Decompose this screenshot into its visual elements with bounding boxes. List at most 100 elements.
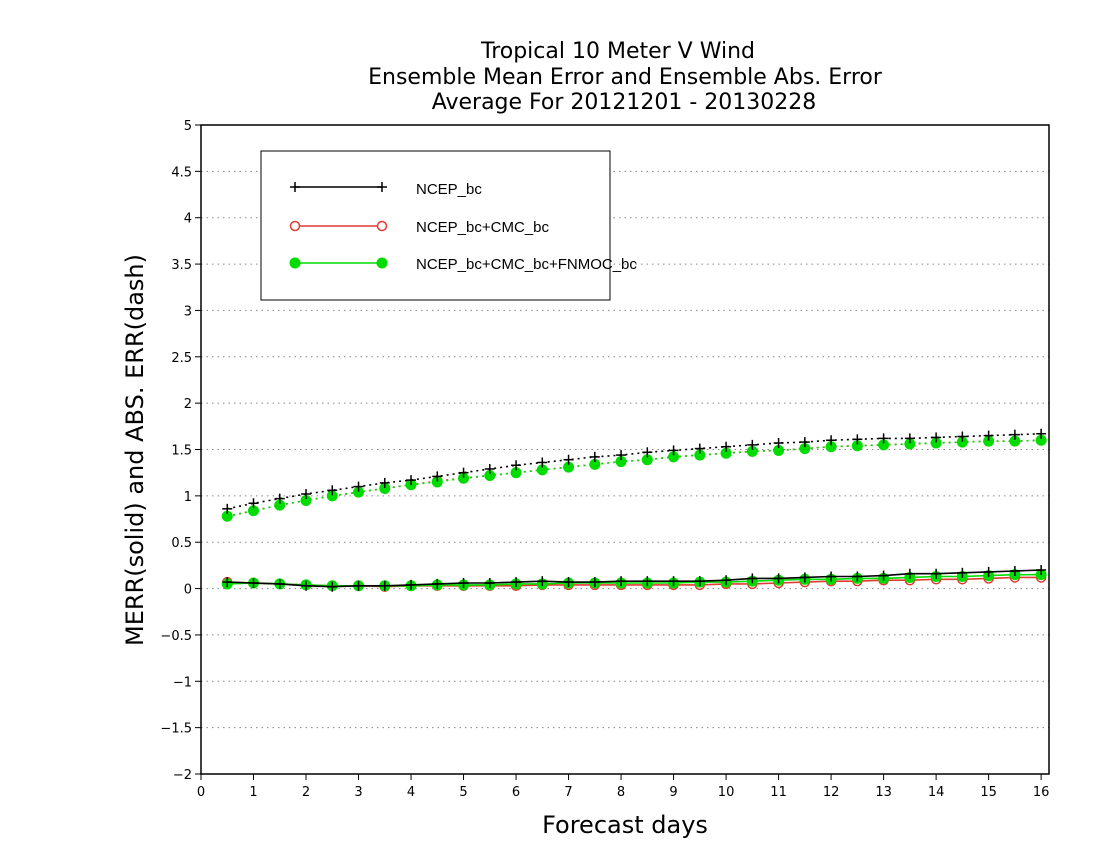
data-point-ncep-bc-merr (274, 578, 285, 589)
data-point-ncep-bc-merr (484, 578, 495, 589)
x-tick-label: 12 (823, 785, 840, 800)
legend-label-ncep-bc-cmc-bc: NCEP_bc+CMC_bc (416, 219, 549, 236)
data-point-ncep-bc-merr (406, 579, 417, 590)
y-tick-label: 4.5 (171, 165, 192, 180)
x-tick-label: 1 (249, 785, 257, 800)
data-point-ncep-bc-abs-err (589, 451, 600, 462)
data-point-ncep-bc-abs-err (484, 463, 495, 474)
data-point-ncep-bc-abs-err (773, 438, 784, 449)
data-point-ncep-bc-merr (983, 566, 994, 577)
data-point-ncep-bc-abs-err (1036, 428, 1047, 439)
x-tick-label: 9 (669, 785, 677, 800)
x-tick-label: 8 (617, 785, 625, 800)
data-point-ncep-bc-abs-err (826, 435, 837, 446)
data-point-ncep-bc-merr (642, 576, 653, 587)
data-point-ncep-bc-merr (589, 577, 600, 588)
data-point-ncep-bc-abs-err (931, 432, 942, 443)
x-tick-label: 13 (875, 785, 892, 800)
data-point-ncep-bc-abs-err (904, 433, 915, 444)
legend: NCEP_bc NCEP_bc+CMC_bc NCEP_bc+CMC_bc+FN… (260, 150, 637, 301)
data-point-ncep-bc-merr (826, 571, 837, 582)
x-tick-label: 7 (564, 785, 572, 800)
data-point-ncep-bc-abs-err (642, 447, 653, 458)
y-tick-label: 1.5 (171, 444, 192, 459)
data-point-ncep-bc-merr (799, 572, 810, 583)
data-point-ncep-bc-abs-err (406, 475, 417, 486)
data-point-ncep-bc-merr (616, 576, 627, 587)
legend-marker-ncep-bc-cmc-bc-fnmoc-bc (376, 257, 388, 269)
x-tick-label: 4 (407, 785, 415, 800)
x-tick-label: 3 (354, 785, 362, 800)
x-tick-label: 0 (197, 785, 205, 800)
data-point-ncep-bc-merr (721, 575, 732, 586)
data-point-ncep-bc-merr (327, 581, 338, 592)
data-point-ncep-bc-abs-err (222, 503, 233, 514)
y-tick-label: 3 (184, 304, 192, 319)
chart-title-line-3: Average For 20121201 - 20130228 (432, 90, 817, 115)
legend-marker-ncep-bc-cmc-bc (289, 220, 301, 232)
y-tick-label: 0 (184, 583, 192, 598)
y-tick-label: 5 (184, 119, 192, 134)
data-point-ncep-bc-abs-err (721, 441, 732, 452)
data-point-ncep-bc-abs-err (983, 430, 994, 441)
y-tick-label: 2.5 (171, 351, 192, 366)
data-point-ncep-bc-abs-err (432, 471, 443, 482)
data-point-ncep-bc-abs-err (511, 460, 522, 471)
y-tick-label: 2 (184, 397, 192, 412)
legend-marker-ncep-bc (290, 182, 300, 192)
y-axis-label: MERR(solid) and ABS. ERR(dash) (121, 254, 149, 646)
y-tick-label: −1 (173, 675, 192, 690)
data-point-ncep-bc-abs-err (616, 450, 627, 461)
data-point-ncep-bc-merr (747, 573, 758, 584)
data-point-ncep-bc-abs-err (537, 457, 548, 468)
legend-marker-ncep-bc (377, 182, 387, 192)
x-tick-label: 2 (302, 785, 310, 800)
chart-title-line-1: Tropical 10 Meter V Wind (480, 39, 755, 64)
data-point-ncep-bc-merr (537, 576, 548, 587)
data-point-ncep-bc-abs-err (1009, 429, 1020, 440)
data-point-ncep-bc-abs-err (799, 437, 810, 448)
x-tick-label: 6 (512, 785, 520, 800)
legend-marker-ncep-bc-cmc-bc (376, 220, 388, 232)
y-tick-label: 0.5 (171, 536, 192, 551)
x-axis-label: Forecast days (542, 811, 708, 839)
gridlines (201, 170, 1049, 729)
y-axis-ticks: −2 −1.5 −1 −0.5 0 0.5 1 1.5 2 2.5 3 3.5 4 4.5 5 (160, 119, 201, 783)
y-tick-label: 3.5 (171, 258, 192, 273)
series-line-ncep-bc-cmc-bc-abs-err (227, 439, 1042, 518)
data-point-ncep-bc-merr (222, 577, 233, 588)
chart-title-line-2: Ensemble Mean Error and Ensemble Abs. Er… (368, 65, 883, 90)
data-point-ncep-bc-merr (511, 577, 522, 588)
data-point-ncep-bc-merr (301, 580, 312, 591)
y-tick-label: 4 (184, 212, 192, 227)
data-point-ncep-bc-merr (668, 576, 679, 587)
data-point-ncep-bc-merr (432, 578, 443, 589)
chart-title: Tropical 10 Meter V Wind Ensemble Mean E… (368, 39, 883, 115)
data-point-ncep-bc-abs-err (301, 489, 312, 500)
plot-series (221, 428, 1047, 592)
x-tick-label: 14 (928, 785, 945, 800)
data-point-ncep-bc-merr (458, 578, 469, 589)
data-point-ncep-bc-merr (563, 577, 574, 588)
data-point-ncep-bc-abs-err (248, 498, 259, 509)
data-point-ncep-bc-abs-err (379, 477, 390, 488)
data-point-ncep-bc-merr (904, 568, 915, 579)
data-point-ncep-bc-abs-err (353, 481, 364, 492)
legend-label-ncep-bc: NCEP_bc (416, 181, 482, 198)
legend-label-ncep-bc-cmc-bc-fnmoc-bc: NCEP_bc+CMC_bc+FNMOC_bc (416, 256, 637, 273)
x-axis-ticks: 0 1 2 3 4 5 6 7 8 9 10 11 12 13 14 15 16 (197, 774, 1049, 800)
legend-symbols (289, 182, 388, 269)
data-point-ncep-bc-abs-err (694, 443, 705, 454)
y-tick-label: −0.5 (160, 629, 192, 644)
data-point-ncep-bc-abs-err (458, 467, 469, 478)
data-point-ncep-bc-abs-err (747, 439, 758, 450)
data-point-ncep-bc-abs-err (274, 493, 285, 504)
data-point-ncep-bc-merr (878, 570, 889, 581)
legend-marker-ncep-bc-cmc-bc-fnmoc-bc (289, 257, 301, 269)
data-point-ncep-bc-merr (773, 573, 784, 584)
data-point-ncep-bc-abs-err (852, 434, 863, 445)
y-tick-label: 1 (184, 490, 192, 505)
x-tick-label: 15 (980, 785, 997, 800)
data-point-ncep-bc-merr (1009, 565, 1020, 576)
